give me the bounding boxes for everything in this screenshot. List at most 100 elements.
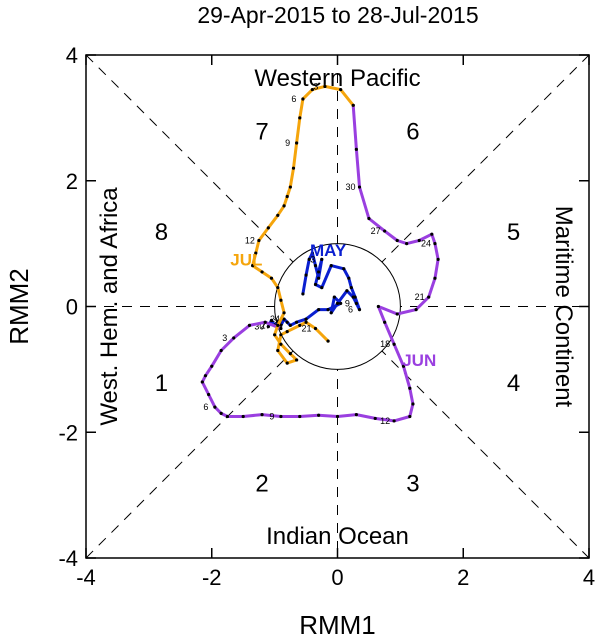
daily-point: [285, 361, 289, 365]
daily-point: [232, 336, 236, 340]
month-label: JUN: [402, 351, 436, 370]
daily-point: [307, 257, 311, 261]
daily-point: [332, 295, 336, 299]
day-label: 6: [203, 402, 208, 412]
daily-point: [383, 229, 387, 233]
y-tick-label: 0: [66, 295, 78, 320]
day-label: 9: [345, 298, 350, 308]
daily-point: [279, 414, 283, 419]
daily-point: [276, 286, 280, 290]
day-label: 21: [415, 292, 425, 302]
daily-point: [339, 87, 343, 92]
phase-label: 3: [406, 471, 419, 498]
daily-point: [276, 213, 280, 217]
daily-point: [342, 267, 346, 271]
daily-point: [260, 270, 264, 274]
daily-point: [317, 413, 321, 417]
daily-point: [414, 308, 418, 312]
region-maritime-continent: Maritime Continent: [550, 206, 577, 408]
x-tick-label: 4: [583, 565, 595, 590]
daily-point: [295, 141, 299, 145]
daily-point: [395, 312, 399, 316]
daily-point: [401, 364, 406, 368]
y-tick-label: 2: [66, 169, 78, 194]
daily-point: [225, 414, 230, 419]
day-label: 9: [285, 138, 290, 148]
daily-point: [345, 289, 349, 293]
daily-point: [326, 308, 330, 312]
daily-point: [279, 333, 283, 337]
daily-point: [326, 339, 330, 343]
daily-point: [436, 257, 440, 261]
daily-point: [339, 301, 343, 305]
daily-point: [279, 342, 283, 346]
chart-title: 29-Apr-2015 to 28-Jul-2015: [197, 2, 478, 28]
phase-label: 7: [255, 118, 268, 145]
daily-point: [210, 364, 214, 368]
x-axis-title: RMM1: [299, 610, 376, 640]
daily-point: [357, 308, 362, 312]
daily-point: [269, 276, 274, 280]
y-axis-title: RMM2: [4, 268, 34, 345]
daily-point: [313, 264, 318, 268]
daily-point: [219, 411, 223, 415]
daily-point: [383, 320, 387, 324]
daily-point: [301, 292, 305, 296]
y-tick-label: 4: [66, 43, 78, 68]
daily-point: [276, 323, 280, 327]
daily-point: [251, 264, 255, 268]
daily-point: [273, 333, 277, 337]
day-label: 27: [371, 226, 381, 236]
daily-point: [298, 323, 302, 327]
daily-point: [310, 87, 314, 92]
day-label: 18: [380, 339, 390, 349]
daily-point: [351, 295, 355, 299]
daily-point: [329, 311, 333, 315]
daily-point: [320, 286, 324, 290]
daily-point: [295, 358, 299, 362]
daily-point: [285, 320, 289, 324]
daily-point: [304, 320, 308, 324]
daily-point: [279, 326, 283, 331]
phase-label: 8: [155, 219, 168, 246]
day-label: 24: [270, 314, 280, 324]
daily-point: [266, 226, 270, 230]
daily-point: [408, 386, 412, 390]
daily-point: [276, 348, 280, 353]
phase-label: 1: [155, 370, 168, 397]
daily-point: [200, 380, 204, 384]
phase-label: 5: [507, 219, 520, 246]
phase-label: 6: [406, 118, 419, 145]
x-axis-ticks: -4 -2 0 2 4: [76, 55, 595, 590]
daily-point: [295, 320, 299, 324]
daily-point: [335, 414, 340, 419]
y-tick-label: -2: [58, 420, 78, 445]
daily-point: [298, 414, 302, 419]
daily-point: [291, 166, 296, 170]
daily-point: [285, 330, 289, 334]
daily-point: [357, 185, 362, 189]
month-label: MAY: [310, 241, 347, 260]
daily-point: [392, 419, 396, 423]
daily-point: [317, 276, 321, 280]
daily-point: [392, 342, 396, 346]
day-label: 21: [301, 324, 311, 334]
daily-point: [304, 317, 308, 321]
day-label: 12: [245, 235, 255, 245]
daily-point: [367, 216, 371, 221]
daily-point: [433, 276, 437, 280]
x-tick-label: 2: [457, 565, 469, 590]
daily-point: [317, 308, 321, 312]
daily-point: [213, 405, 217, 409]
daily-point: [310, 251, 314, 255]
y-tick-label: -4: [58, 546, 78, 571]
daily-point: [329, 264, 333, 268]
month-label: JUL: [230, 251, 262, 270]
daily-point: [373, 416, 377, 421]
daily-point: [288, 185, 292, 189]
day-label: 30: [345, 182, 355, 192]
